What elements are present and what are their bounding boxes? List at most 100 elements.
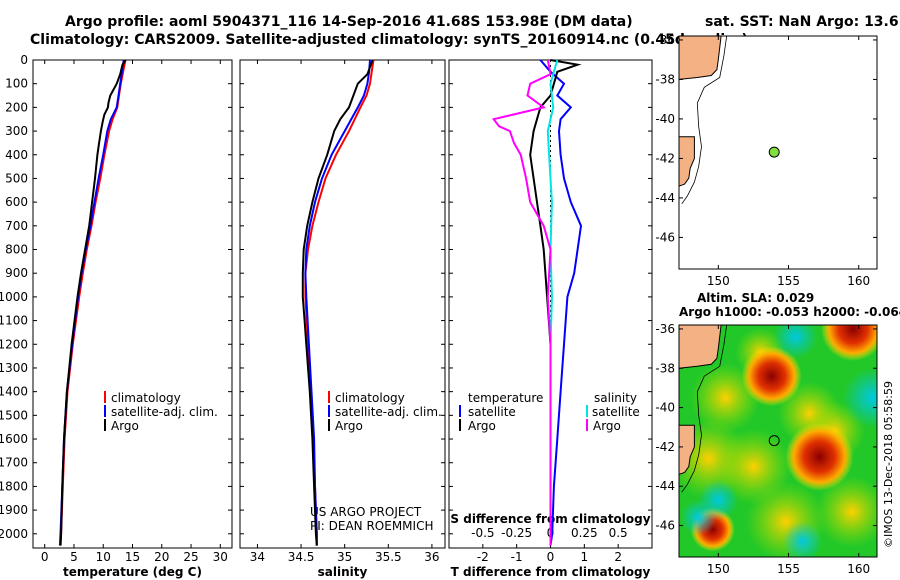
- legend-salinity-head: salinity: [594, 391, 637, 405]
- legend-label-climatology: climatology: [111, 391, 181, 405]
- x-tick-label: 15: [125, 550, 140, 564]
- top-x-tick-label: 0.5: [609, 526, 628, 540]
- legend-label-t-argo: Argo: [468, 419, 496, 433]
- lon-tick-label: 160: [847, 274, 870, 288]
- depth-tick-label: 1100: [0, 314, 28, 328]
- x-tick-label: 36: [424, 550, 439, 564]
- depth-tick-label: 1600: [0, 432, 28, 446]
- salinity-panel: 34 34.5 35 35.5 36 salinity: [239, 59, 446, 579]
- top-x-tick-label: -0.5: [471, 526, 494, 540]
- sla-anomaly-blob: [821, 325, 877, 361]
- depth-tick-label: 1800: [0, 479, 28, 493]
- series-argo: [301, 59, 374, 546]
- legend-label-argo: Argo: [335, 419, 363, 433]
- sla-map-subtitle: Argo h1000: -0.053 h2000: -0.064: [679, 305, 900, 319]
- x-tick-label: 10: [96, 550, 111, 564]
- series-satellite-adj-clim-: [304, 59, 371, 546]
- depth-tick-label: 800: [5, 243, 28, 257]
- credit-block: US ARGO PROJECT PI: DEAN ROEMMICH: [310, 505, 433, 533]
- legend-label-t-satellite: satellite: [468, 405, 516, 419]
- x-axis-label: T difference from climatology: [451, 565, 651, 579]
- x-tick-label: 34: [250, 550, 265, 564]
- legend-mark-s-argo: [586, 419, 588, 431]
- lat-tick-label: -46: [655, 230, 675, 244]
- legend-mark-climatology: [328, 391, 330, 403]
- sst-map-title: sat. SST: NaN Argo: 13.6: [705, 14, 899, 30]
- depth-tick-label: 300: [5, 124, 28, 138]
- depth-tick-label: 700: [5, 219, 28, 233]
- argo-location-marker: [768, 435, 780, 447]
- lat-tick-label: -36: [655, 322, 675, 336]
- lat-tick-label: -44: [655, 191, 675, 205]
- sla-anomaly-blob: [741, 346, 802, 407]
- lat-tick-label: -38: [655, 72, 675, 86]
- plot-frame: [32, 59, 233, 549]
- sst-map-panel: -36 -38 -40 -42 -44 -46 150 155 160: [655, 33, 878, 288]
- legend-label-climatology: climatology: [335, 391, 405, 405]
- legend-label-s-satellite: satellite: [592, 405, 640, 419]
- x-tick-label: 20: [154, 550, 169, 564]
- legend-mark-t-argo: [459, 419, 461, 431]
- depth-tick-label: 200: [5, 100, 28, 114]
- x-tick-label: 1: [581, 550, 589, 564]
- mainland-land: [679, 36, 722, 80]
- depth-tick-label: 2000: [0, 527, 28, 541]
- x-tick-label: 0: [41, 550, 49, 564]
- x-tick-label: 30: [213, 550, 228, 564]
- depth-tick-label: 100: [5, 77, 28, 91]
- shelf-contour: [681, 325, 728, 493]
- depth-tick-label: 1700: [0, 456, 28, 470]
- tasmania-land: [679, 424, 695, 475]
- legend-label-s-argo: Argo: [593, 419, 621, 433]
- sla-map-panel: -36 -38 -40 -42 -44 -46 150 155 160: [655, 322, 878, 576]
- x-tick-label: 35: [337, 550, 352, 564]
- sla-anomaly-blob: [785, 422, 854, 491]
- top-x-tick-label: 0.25: [571, 526, 598, 540]
- legend-mark-satellite: [104, 405, 106, 417]
- legend-mark-argo: [104, 419, 106, 431]
- sla-anomaly-blob: [773, 325, 818, 359]
- lat-tick-label: -42: [655, 151, 675, 165]
- sla-anomaly-blob: [842, 367, 877, 428]
- top-x-tick-label: -0.25: [501, 526, 532, 540]
- x-tick-label: -2: [477, 550, 489, 564]
- title-line-1: Argo profile: aoml 5904371_116 14-Sep-20…: [65, 14, 633, 30]
- depth-tick-label: 1900: [0, 503, 28, 517]
- difference-panel: -2 -1 0 1 2-0.5 -0.25 0 0.25 0.5S difference fro…: [448, 59, 653, 579]
- title-line-2: Climatology: CARS2009. Satellite-adjuste…: [30, 32, 748, 48]
- x-tick-label: 0: [547, 550, 555, 564]
- lon-tick-label: 150: [707, 274, 730, 288]
- depth-tick-label: 0: [20, 53, 28, 67]
- map-frame: [678, 324, 878, 558]
- x-tick-label: 2: [614, 550, 622, 564]
- legend-label-satellite: satellite-adj. clim.: [111, 405, 218, 419]
- depth-tick-label: 900: [5, 266, 28, 280]
- lon-tick-label: 160: [847, 562, 870, 576]
- legend-label-argo: Argo: [111, 419, 139, 433]
- series-s-argo: [491, 59, 552, 546]
- temperature-legend: climatology satellite-adj. clim. Argo: [104, 391, 218, 433]
- lat-tick-label: -42: [655, 440, 675, 454]
- series-t-satellite: [539, 59, 583, 546]
- lat-tick-label: -40: [655, 401, 675, 415]
- sla-anomaly-blob: [815, 475, 877, 548]
- x-axis-label: temperature (deg C): [63, 565, 202, 579]
- x-axis-label: salinity: [318, 565, 368, 579]
- sla-map-title: Altim. SLA: 0.029: [697, 291, 814, 305]
- depth-tick-label: 400: [5, 148, 28, 162]
- difference-legend: temperature satellite Argo salinity sate…: [459, 391, 640, 433]
- tasmania-land: [679, 136, 695, 187]
- depth-tick-label: 1400: [0, 385, 28, 399]
- mainland-land: [679, 325, 722, 369]
- legend-mark-climatology: [104, 391, 106, 403]
- depth-tick-label: 1500: [0, 408, 28, 422]
- series-argo: [59, 59, 127, 546]
- depth-tick-label: 500: [5, 171, 28, 185]
- imos-credit: ©IMOS 13-Dec-2018 05:58:59: [882, 381, 895, 548]
- x-tick-label: 35.5: [375, 550, 402, 564]
- depth-tick-label: 1300: [0, 361, 28, 375]
- depth-tick-label: 1000: [0, 290, 28, 304]
- lon-tick-label: 155: [777, 562, 800, 576]
- lat-tick-label: -36: [655, 33, 675, 47]
